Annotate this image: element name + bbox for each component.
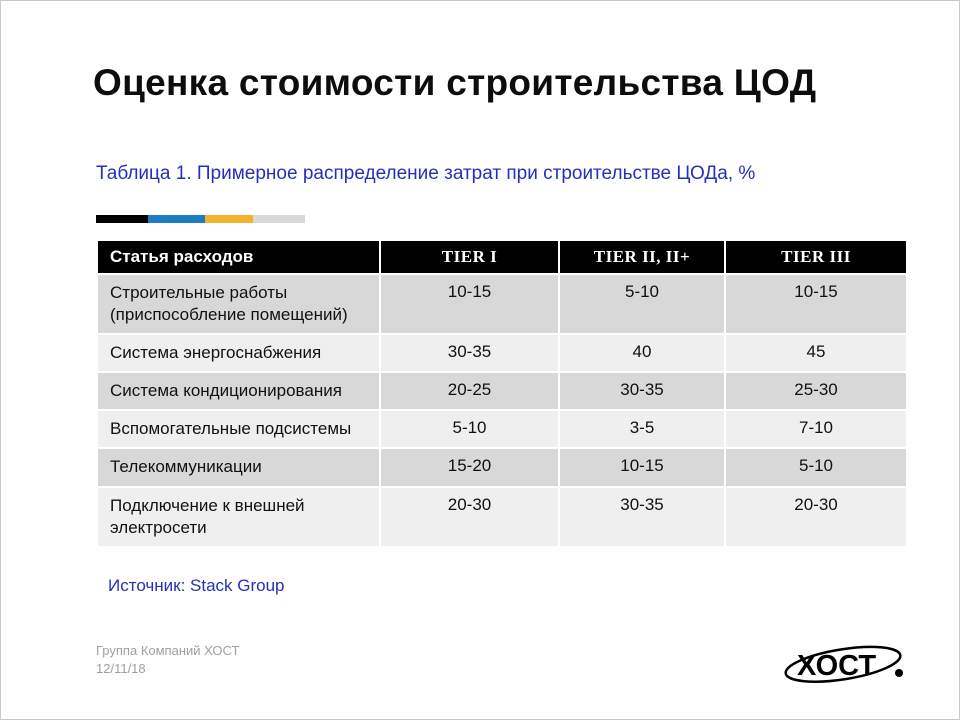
cell-tier1: 10-15 (379, 272, 560, 336)
cell-tier1: 30-35 (379, 333, 560, 374)
cell-tier1: 20-30 (379, 485, 560, 548)
table-caption: Таблица 1. Примерное распределение затра… (96, 163, 756, 184)
cell-tier1: 20-25 (379, 371, 560, 412)
cell-tier3: 20-30 (724, 485, 908, 548)
cell-tier2: 5-10 (558, 272, 726, 336)
colorbar-segment-gray (253, 215, 305, 223)
colorbar-segment-blue (148, 215, 205, 223)
table-row: Телекоммуникации 15-20 10-15 5-10 (96, 447, 908, 488)
host-logo-dot (895, 669, 903, 677)
cell-tier3: 45 (724, 333, 908, 374)
cell-tier1: 15-20 (379, 447, 560, 488)
cell-tier2: 10-15 (558, 447, 726, 488)
cell-tier2: 30-35 (558, 485, 726, 548)
page-title: Оценка стоимости строительства ЦОД (93, 61, 817, 103)
table-row: Система кондиционирования 20-25 30-35 25… (96, 371, 908, 412)
cell-item: Вспомогательные подсистемы (96, 409, 381, 450)
cell-item: Система энергоснабжения (96, 333, 381, 374)
host-logo: ХОСТ (775, 633, 915, 700)
table-row: Строительные работы (приспособление поме… (96, 272, 908, 336)
table-row: Вспомогательные подсистемы 5-10 3-5 7-10 (96, 409, 908, 450)
cell-item: Система кондиционирования (96, 371, 381, 412)
cell-tier3: 25-30 (724, 371, 908, 412)
source-text: Источник: Stack Group (108, 576, 285, 595)
slide-footer: Группа Компаний ХОСТ 12/11/18 (96, 642, 239, 678)
cell-item: Подключение к внешней электросети (96, 485, 381, 548)
cell-tier3: 10-15 (724, 272, 908, 336)
cell-tier1: 5-10 (379, 409, 560, 450)
column-header-tier3: TIER III (724, 239, 908, 275)
cell-tier3: 5-10 (724, 447, 908, 488)
brand-colorbar (96, 215, 305, 223)
colorbar-segment-yellow (205, 215, 253, 223)
host-logo-text: ХОСТ (797, 650, 876, 682)
column-header-tier2: TIER II, II+ (558, 239, 726, 275)
table-row: Система энергоснабжения 30-35 40 45 (96, 333, 908, 374)
footer-company: Группа Компаний ХОСТ (96, 643, 240, 658)
cell-tier2: 3-5 (558, 409, 726, 450)
cell-tier3: 7-10 (724, 409, 908, 450)
column-header-tier1: TIER I (379, 239, 560, 275)
host-logo-graphic: ХОСТ (784, 645, 903, 683)
table-row: Подключение к внешней электросети 20-30 … (96, 485, 908, 548)
table-header-row: Статья расходов TIER I TIER II, II+ TIER… (96, 239, 908, 275)
column-header-item: Статья расходов (96, 239, 381, 275)
cost-table: Статья расходов TIER I TIER II, II+ TIER… (96, 239, 908, 548)
cell-tier2: 30-35 (558, 371, 726, 412)
cell-item: Строительные работы (приспособление поме… (96, 272, 381, 336)
cell-tier2: 40 (558, 333, 726, 374)
footer-date: 12/11/18 (96, 661, 146, 676)
cell-item: Телекоммуникации (96, 447, 381, 488)
colorbar-segment-black (96, 215, 148, 223)
